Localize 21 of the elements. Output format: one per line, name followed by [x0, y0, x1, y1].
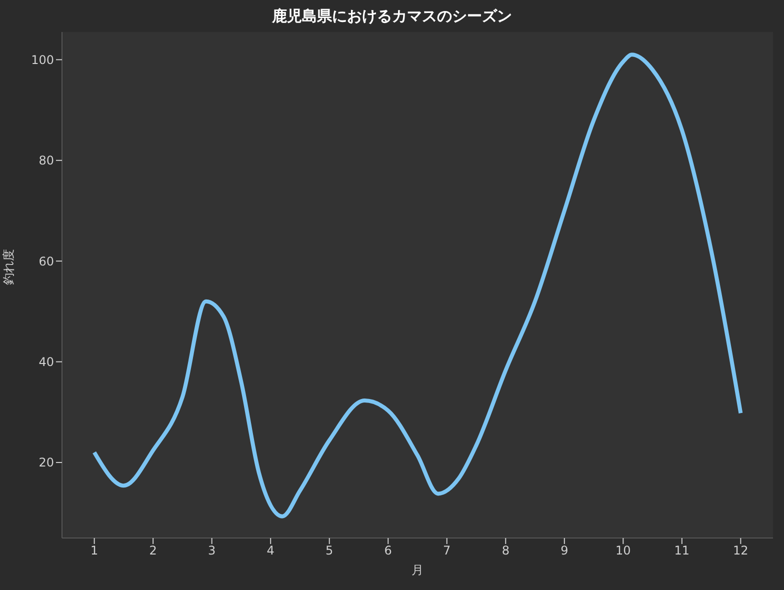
y-tick-label: 100: [31, 52, 54, 67]
x-tick-label: 3: [208, 544, 216, 558]
x-axis-title: 月: [412, 563, 424, 577]
line-series: [92, 52, 743, 518]
x-tick-label: 10: [616, 544, 631, 558]
chart-title: 鹿児島県におけるカマスのシーズン: [270, 7, 513, 26]
x-tick-label: 5: [326, 544, 334, 558]
y-tick-label: 20: [38, 456, 54, 470]
x-tick-label: 9: [560, 544, 568, 558]
y-axis-title: 釣れ度: [1, 249, 16, 285]
y-tick-label: 40: [38, 355, 54, 370]
x-tick-label: 2: [149, 544, 157, 558]
x-tick-label: 4: [266, 544, 274, 558]
x-tick-label: 1: [90, 544, 98, 558]
x-tick-label: 11: [674, 544, 690, 558]
x-tick-label: 8: [502, 544, 510, 558]
x-tick-label: 6: [384, 544, 392, 558]
x-tick-label: 12: [733, 544, 748, 558]
x-tick-label: 7: [443, 544, 451, 558]
y-tick-label: 60: [38, 254, 54, 268]
y-tick-label: 80: [38, 154, 54, 168]
